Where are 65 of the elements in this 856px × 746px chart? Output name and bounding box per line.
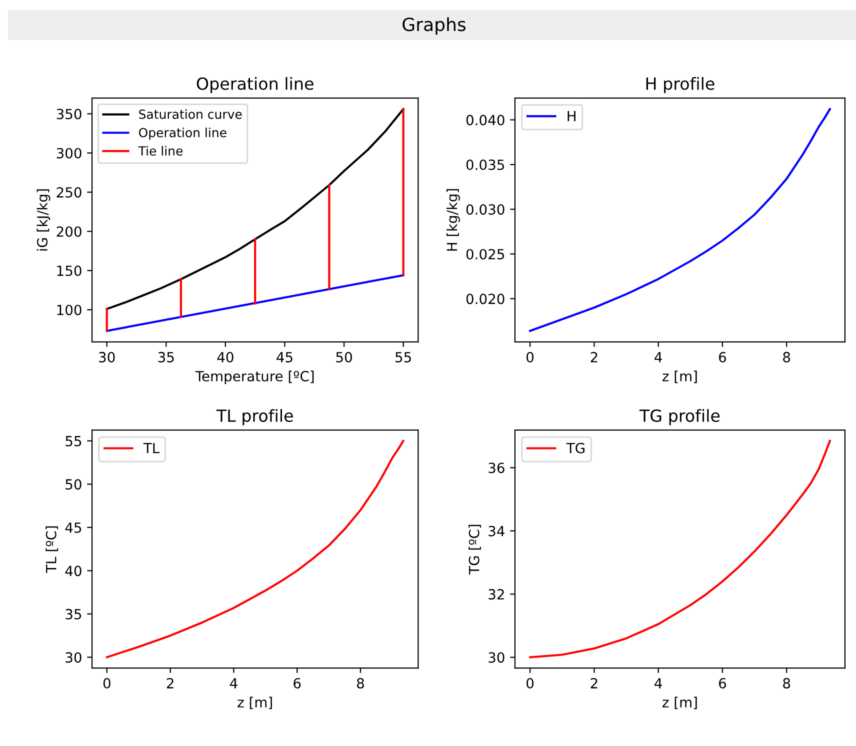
y-axis-title: H [kg/kg]	[446, 189, 460, 251]
y-axis-title: TL [ºC]	[46, 526, 58, 573]
x-tick-label: 2	[590, 678, 598, 688]
text: Graphs	[402, 17, 466, 35]
x-tick-label: 45	[276, 352, 292, 362]
chart-title: TL profile	[216, 409, 293, 426]
legend-label: TL	[143, 442, 160, 454]
y-tick-label: 32	[488, 589, 504, 600]
x-axis-title: Temperature [ºC]	[195, 370, 314, 384]
x-tick-label: 55	[396, 352, 411, 362]
y-axis-title: iG [kJ/kg]	[36, 189, 50, 250]
y-tick-label: 100	[57, 304, 82, 316]
legend-label: TG	[566, 442, 584, 454]
y-tick-label: 35	[66, 608, 82, 620]
legend-label: Operation line	[138, 128, 226, 140]
y-tick-label: 200	[56, 226, 82, 237]
legend-label: H	[568, 110, 576, 122]
x-tick-label: 30	[99, 352, 115, 362]
chart-title: TG profile	[639, 409, 720, 426]
y-tick-label: 40	[65, 566, 82, 576]
x-tick-label: 8	[783, 352, 790, 362]
y-tick-label: 55	[66, 436, 82, 446]
y-tick-label: 150	[57, 266, 82, 276]
x-axis-title: z [m]	[662, 696, 697, 710]
x-tick-label: 4	[230, 678, 238, 688]
x-tick-label: 0	[526, 352, 534, 362]
x-tick-label: 4	[654, 678, 662, 688]
x-tick-label: 6	[719, 352, 726, 362]
y-tick-label: 0.020	[466, 294, 504, 304]
y-tick-label: 350	[56, 108, 82, 120]
chart-title: H profile	[646, 77, 714, 94]
y-tick-label: 45	[65, 522, 82, 533]
x-tick-label: 2	[166, 678, 174, 688]
x-tick-label: 4	[654, 352, 662, 362]
y-tick-label: 0.040	[466, 114, 504, 126]
y-tick-label: 0.025	[466, 248, 504, 260]
line-series	[528, 440, 831, 658]
y-tick-label: 36	[488, 462, 504, 474]
chart-title: Operation line	[196, 77, 314, 94]
x-tick-label: 8	[783, 678, 790, 689]
x-tick-label: 6	[294, 678, 301, 689]
line-series	[106, 108, 404, 310]
line-series	[528, 108, 831, 332]
x-tick-label: 40	[217, 352, 234, 362]
y-tick-label: 300	[56, 148, 82, 158]
x-tick-label: 6	[719, 678, 726, 689]
x-tick-label: 0	[103, 678, 110, 689]
x-tick-label: 8	[356, 678, 364, 689]
x-axis-title: z [m]	[662, 370, 697, 384]
x-tick-label: 35	[158, 352, 174, 362]
line-series	[106, 440, 404, 658]
y-axis-title: TG [ºC]	[468, 524, 481, 574]
y-tick-label: 50	[66, 479, 82, 490]
x-tick-label: 2	[590, 352, 598, 362]
x-tick-label: 50	[336, 352, 352, 362]
y-tick-label: 30	[66, 652, 82, 663]
y-tick-label: 0.035	[466, 160, 504, 170]
y-tick-label: 30	[488, 652, 504, 663]
y-tick-label: 250	[56, 187, 82, 198]
y-tick-label: 0.030	[466, 204, 504, 215]
legend-label: Saturation curve	[139, 109, 242, 119]
x-tick-label: 0	[526, 678, 534, 689]
y-tick-label: 34	[488, 526, 504, 536]
x-axis-title: z [m]	[238, 696, 272, 710]
legend-label: Tie line	[138, 146, 183, 156]
